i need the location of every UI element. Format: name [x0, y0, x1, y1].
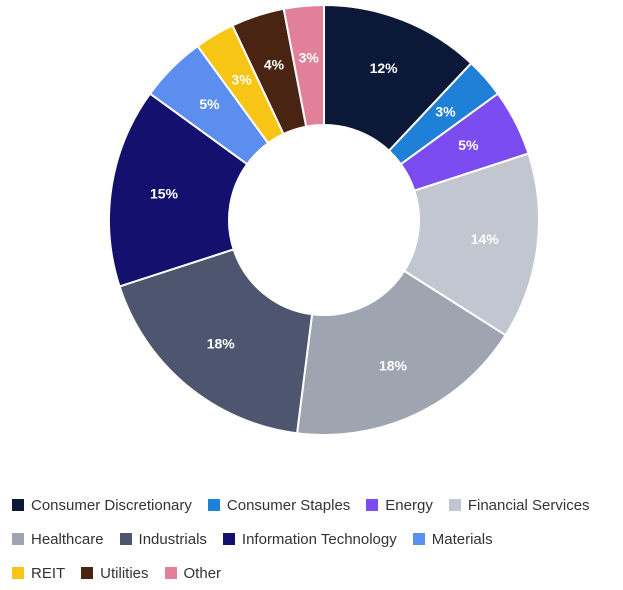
- page: 12% 3% 5% 14% 18% 18% 15% 5% 3% 4% 3% Consumer Dis…: [12, 3, 590, 582]
- legend-swatch: [81, 567, 94, 579]
- legend-item: Materials: [412, 530, 493, 548]
- legend-swatch: [448, 499, 461, 511]
- legend-item: Healthcare: [12, 531, 104, 548]
- legend-item: Industrials: [119, 530, 207, 548]
- legend-item: REIT: [12, 565, 65, 582]
- legend-label: Materials: [431, 530, 493, 548]
- legend-label: Healthcare: [31, 530, 104, 548]
- slice-label: 14%: [471, 231, 500, 247]
- slice: [295, 269, 507, 436]
- slice-label: 18%: [207, 336, 236, 352]
- slice-label: 5%: [199, 96, 220, 112]
- legend-item: Energy: [366, 497, 433, 514]
- slice-label: 3%: [231, 71, 252, 87]
- slice: [282, 3, 325, 128]
- legend-swatch: [12, 533, 24, 545]
- legend-label: Consumer Discretionary: [31, 496, 192, 514]
- slice-label: 5%: [458, 137, 479, 153]
- slice-label: 4%: [264, 57, 285, 73]
- slice: [402, 152, 540, 337]
- legend-item: Other: [164, 564, 222, 582]
- legend-label: Other: [183, 564, 222, 582]
- slice-label: 18%: [379, 357, 408, 373]
- slice-label: 15%: [150, 185, 179, 201]
- legend-swatch: [119, 533, 132, 545]
- legend-swatch: [412, 533, 425, 545]
- slice-label: 3%: [299, 49, 320, 65]
- legend-swatch: [207, 499, 220, 511]
- legend-swatch: [12, 499, 24, 511]
- legend-label: Financial Services: [467, 496, 590, 514]
- legend-swatch: [366, 499, 379, 511]
- legend-swatch: [222, 533, 235, 545]
- legend-item: Consumer Discretionary: [12, 497, 192, 514]
- legend-item: Consumer Staples: [207, 496, 351, 514]
- slice-label: 12%: [370, 60, 399, 76]
- slice: [118, 248, 314, 435]
- legend-label: Information Technology: [241, 530, 397, 548]
- legend-row: Consumer Discretionary Consumer Staples En…: [12, 488, 623, 522]
- legend-row: Healthcare Industrials Information Technol…: [12, 522, 623, 556]
- slice: [323, 3, 473, 153]
- legend-item: Information Technology: [222, 530, 397, 548]
- legend-item: Utilities: [81, 564, 149, 582]
- legend-swatch: [164, 567, 177, 579]
- legend-label: Industrials: [138, 530, 207, 548]
- slice-label: 3%: [435, 104, 456, 120]
- legend-label: Utilities: [100, 564, 149, 582]
- donut-chart: 12% 3% 5% 14% 18% 18% 15% 5% 3% 4% 3%: [108, 3, 540, 436]
- legend: Consumer Discretionary Consumer Staples En…: [12, 488, 623, 590]
- legend-label: Energy: [385, 496, 433, 514]
- legend-label: REIT: [31, 564, 66, 582]
- legend-label: Consumer Staples: [226, 496, 351, 514]
- legend-item: Financial Services: [448, 496, 590, 514]
- legend-swatch: [12, 567, 24, 579]
- slice: [108, 92, 249, 288]
- legend-row: REIT Utilities Other: [12, 556, 623, 590]
